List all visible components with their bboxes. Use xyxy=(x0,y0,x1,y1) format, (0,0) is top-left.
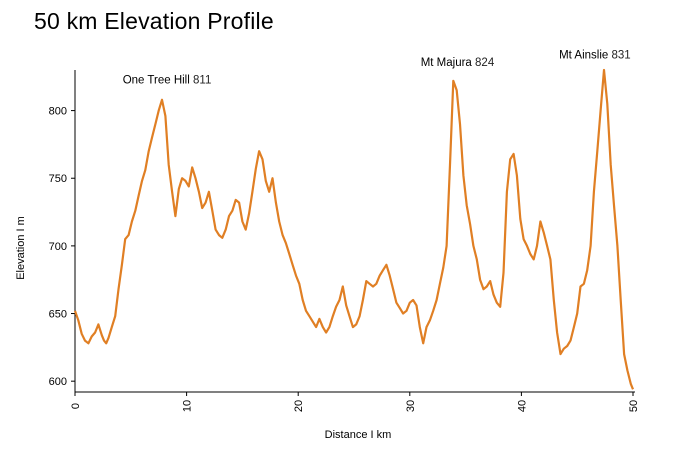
peak-value: 824 xyxy=(475,57,495,69)
x-tick-label: 10 xyxy=(182,400,194,412)
peak-name: One Tree Hill xyxy=(123,75,193,87)
y-tick-label: 750 xyxy=(49,173,67,185)
peak-value: 831 xyxy=(612,50,631,62)
axes-group xyxy=(71,70,635,396)
x-tick-label: 30 xyxy=(405,400,417,412)
x-axis-label: Distance I km xyxy=(325,429,392,441)
tick-labels-group: 600 650 700 750 800 0 10 20 30 40 50 xyxy=(49,106,640,413)
peak-name: Mt Ainslie xyxy=(559,50,611,62)
x-tick-label: 50 xyxy=(628,400,640,412)
peak-name: Mt Majura xyxy=(421,57,475,69)
chart-title: 50 km Elevation Profile xyxy=(34,8,274,34)
x-tick-label: 0 xyxy=(70,403,82,409)
x-tick-label: 40 xyxy=(516,400,528,412)
y-tick-label: 800 xyxy=(49,106,67,118)
y-tick-label: 600 xyxy=(49,376,67,388)
x-tick-label: 20 xyxy=(293,400,305,412)
y-tick-label: 700 xyxy=(49,241,67,253)
annotations-group: One Tree Hill 811 Mt Majura 824 Mt Ainslie… xyxy=(123,50,631,87)
peak-annotation: One Tree Hill 811 xyxy=(123,75,212,87)
peak-annotation: Mt Majura 824 xyxy=(421,57,495,69)
elevation-series-line xyxy=(73,68,635,390)
peak-value: 811 xyxy=(193,75,211,87)
peak-annotation: Mt Ainslie 831 xyxy=(559,50,631,62)
y-tick-label: 650 xyxy=(49,309,67,321)
y-axis-label: Elevation I m xyxy=(15,216,27,280)
